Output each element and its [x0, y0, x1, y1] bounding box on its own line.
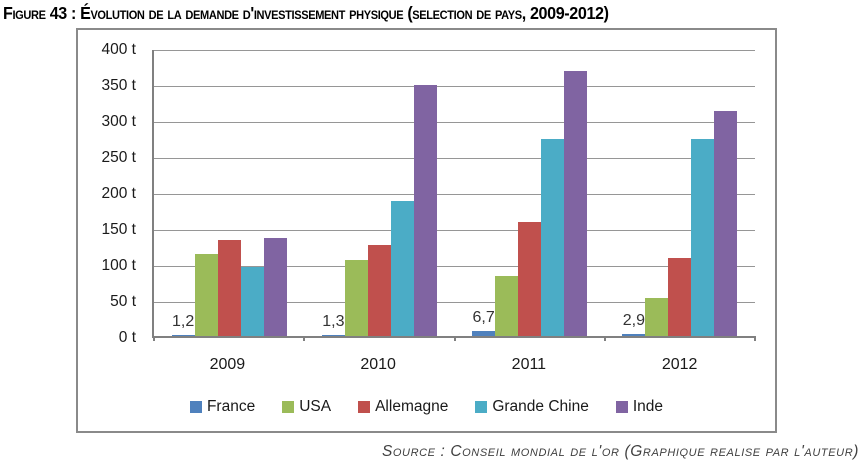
- gridline-150: [154, 230, 755, 231]
- y-tick-label-150: 150 t: [101, 221, 136, 238]
- bar-grande-chine-2009: [240, 266, 264, 336]
- bar-usa-2009: [194, 253, 218, 336]
- x-axis-tick: [453, 336, 456, 341]
- legend-swatch-icon: [189, 401, 202, 413]
- y-tick-label-200: 200 t: [101, 185, 136, 202]
- gridline-100: [154, 266, 755, 267]
- x-axis-tick: [153, 336, 155, 341]
- legend-item-france: France: [189, 398, 256, 416]
- bar-grande-chine-2012: [691, 138, 715, 336]
- legend-item-grande-chine: Grande Chine: [475, 398, 589, 416]
- y-tick-label-50: 50 t: [110, 293, 136, 310]
- y-tick-label-300: 300 t: [101, 113, 136, 130]
- plot-area: 1,2 1,3 6,7 2,9: [152, 50, 756, 341]
- bar-usa-2010: [344, 259, 368, 336]
- legend-item-usa: USA: [282, 398, 331, 416]
- legend-swatch-icon: [475, 401, 488, 413]
- x-axis-tick: [303, 336, 306, 341]
- y-tick-label-250: 250 t: [101, 149, 136, 166]
- gridline-250: [154, 158, 755, 159]
- legend-item-inde: Inde: [615, 398, 664, 416]
- bar-inde-2010: [413, 84, 437, 336]
- y-tick-label-100: 100 t: [101, 257, 136, 274]
- x-category-label-2012: 2012: [661, 356, 698, 373]
- x-axis-tick: [603, 336, 606, 341]
- bar-inde-2012: [714, 111, 738, 336]
- bar-group-2011: 6,7: [455, 50, 605, 336]
- x-category-label-2010: 2010: [360, 356, 396, 373]
- bar-grande-chine-2010: [390, 201, 414, 336]
- gridline-300: [154, 122, 755, 123]
- legend-label: USA: [299, 398, 332, 415]
- bar-group-2009: 1,2: [154, 50, 304, 336]
- figure-title: Figure 43 : Évolution de la demande d'in…: [3, 3, 609, 23]
- legend-swatch-icon: [282, 401, 295, 413]
- gridline-350: [154, 86, 755, 87]
- bar-group-2012: 2,9: [605, 50, 755, 336]
- bar-usa-2011: [495, 275, 519, 336]
- data-label-france-2012: 2,9: [622, 311, 645, 329]
- gridline-400: [154, 50, 755, 51]
- gridline-200: [154, 194, 755, 195]
- bar-groups: 1,2 1,3 6,7 2,9: [154, 50, 755, 336]
- bar-inde-2011: [564, 71, 588, 336]
- data-label-france-2009: 1,2: [172, 313, 195, 331]
- bar-group-2010: 1,3: [304, 50, 454, 336]
- legend-item-allemagne: Allemagne: [358, 398, 448, 416]
- y-tick-label-0: 0 t: [118, 329, 136, 346]
- y-tick-label-400: 400 t: [101, 41, 136, 58]
- bar-usa-2012: [645, 297, 669, 336]
- bar-allemagne-2009: [217, 239, 241, 336]
- legend-swatch-icon: [615, 401, 628, 413]
- legend-label: Grande Chine: [492, 398, 589, 415]
- bar-allemagne-2011: [518, 221, 542, 336]
- x-category-label-2009: 2009: [209, 356, 246, 373]
- y-axis: 400 t 350 t 300 t 250 t 200 t 150 t 100 t 50 t 0…: [78, 41, 144, 346]
- legend-label: Inde: [632, 398, 664, 415]
- legend-label: Allemagne: [375, 398, 449, 415]
- bar-allemagne-2010: [367, 244, 391, 336]
- legend-label: France: [206, 398, 256, 415]
- bar-grande-chine-2011: [541, 139, 565, 336]
- x-axis-tick: [754, 336, 756, 341]
- legend-swatch-icon: [358, 401, 371, 413]
- x-category-label-2011: 2011: [511, 356, 547, 373]
- bar-france-2011: 6,7: [472, 310, 496, 336]
- chart-legend: France USA Allemagne Grande Chine Inde: [78, 398, 775, 416]
- data-label-france-2011: 6,7: [472, 309, 495, 327]
- gridline-50: [154, 302, 755, 303]
- source-note: Source : Conseil mondial de l'or (Graphi…: [381, 443, 859, 460]
- bar-allemagne-2012: [668, 257, 692, 336]
- bar-france-2012: 2,9: [622, 312, 646, 336]
- chart-frame: 400 t 350 t 300 t 250 t 200 t 150 t 100 t 50 t 0…: [76, 28, 777, 433]
- bar-france-2010: 1,3: [321, 314, 345, 336]
- bar-france-2009: 1,2: [171, 314, 195, 336]
- y-tick-label-350: 350 t: [101, 77, 136, 94]
- data-label-france-2010: 1,3: [322, 313, 345, 331]
- x-axis-labels: 2009 2010 2011 2012: [152, 356, 755, 374]
- bar-inde-2009: [263, 238, 287, 336]
